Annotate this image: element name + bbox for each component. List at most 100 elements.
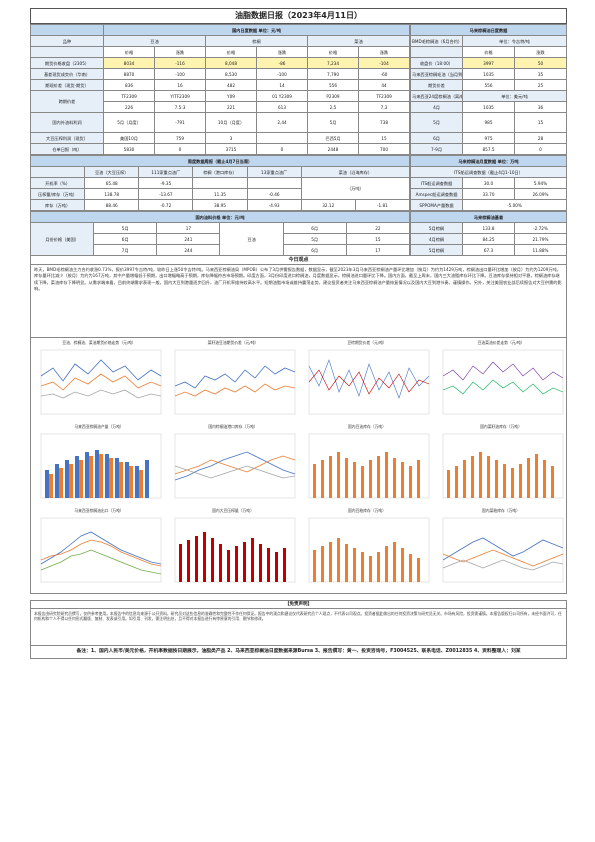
- cell: 5830: [103, 143, 155, 155]
- cell: 5月（月度）: [103, 112, 155, 133]
- report-title: 油脂数据日报（2023年4月11日）: [30, 8, 567, 24]
- weekly-col: 棕榈（港口库存）: [192, 166, 248, 178]
- cell: 8,530: [205, 68, 257, 80]
- chart-title: 菜籽油豆油期货价差（元/吨）: [207, 340, 259, 345]
- cell: 14: [256, 79, 308, 91]
- table-row: Amspec船运调查数据 33.70 26.09%: [410, 188, 567, 200]
- domestic-corner: [30, 24, 104, 36]
- row-label: 压榨量/库存（万吨）: [29, 188, 86, 200]
- cell: 38.95: [192, 199, 248, 211]
- cell: [192, 177, 248, 189]
- col-palm: 棕榈: [205, 35, 308, 47]
- cell: 35: [514, 68, 567, 80]
- palm-basis-header: 马来棕榈油基差: [410, 211, 567, 223]
- cell: 7,234: [307, 57, 359, 69]
- cell: 836: [103, 79, 155, 91]
- table-row: 4月棕榈 84.25 21.79%: [410, 233, 567, 245]
- chart-soy-palm-spread: 豆棕期货价差（元/吨）: [301, 340, 433, 422]
- intl-header: 马来棕榈油日度数据: [410, 24, 567, 36]
- table-row: 基差现货成交价（华南） 8870 -100 8,530 -100 7,790 -…: [30, 68, 410, 80]
- chart-rapemeal-stock: 国内菜粕库存（万吨）: [435, 508, 567, 590]
- cell: 6月: [282, 222, 347, 234]
- cell: 7,790: [307, 68, 359, 80]
- chart-grid: 豆油、棕榈油、菜油期货价格走势（元/吨） 菜籽油豆油期货价差（元/吨） 豆棕期货…: [30, 338, 567, 594]
- chart-svg: [308, 349, 430, 415]
- cell: 226: [103, 101, 155, 113]
- cell: [246, 177, 302, 189]
- cell: 241: [156, 233, 221, 245]
- supply-header: 国内油料价格 单位：元/吨: [30, 211, 410, 223]
- cell: 8870: [103, 68, 155, 80]
- cell: 0: [154, 143, 206, 155]
- cell: P2309: [307, 90, 359, 102]
- chart-title: 国内菜粕库存（万吨）: [482, 508, 520, 513]
- cell: 2448: [307, 143, 359, 155]
- report-page: 油脂数据日报（2023年4月11日） 国内日度数据 单位：元/吨 品种 豆油 棕…: [29, 8, 567, 659]
- row-label: 4月: [410, 101, 463, 113]
- cell: -104: [358, 57, 410, 69]
- cell: 44: [358, 79, 410, 91]
- chart-svg: [308, 517, 430, 583]
- chart-svg: [174, 349, 296, 415]
- cell: 700: [358, 143, 410, 155]
- row-label: 马来西亚24度棕榈油（离岸）: [410, 90, 463, 102]
- cell: 6月: [282, 244, 347, 256]
- table-row: 5月棕榈 133.8 -2.72%: [410, 222, 567, 234]
- cell: -100: [256, 68, 308, 80]
- cell: 3997: [462, 57, 515, 69]
- sub-price: 价格: [103, 46, 155, 58]
- cell: 50: [514, 57, 567, 69]
- footer-note: 备注：1、国内人民币/美元价格，开机率数据按日期展示，油脂类产品 2、马来西亚棕…: [30, 646, 567, 659]
- chart-title: 马来西亚棕榈油产量（万吨）: [74, 424, 124, 429]
- cell: 32.12: [300, 199, 356, 211]
- news-title: 今日观点: [30, 256, 567, 265]
- domestic-header: 国内日度数据 单位：元/吨: [103, 24, 410, 36]
- cell: 67.3: [462, 244, 515, 256]
- cell: -86: [256, 57, 308, 69]
- domestic-table: 国内日度数据 单位：元/吨 品种 豆油 棕榈 菜油 价格 涨跌 价格 涨跌 价格…: [30, 24, 410, 155]
- cell: 3: [205, 132, 257, 144]
- chart-title: 国内豆油库存（万吨）: [348, 424, 386, 429]
- cell: 6月: [93, 233, 158, 245]
- chart-svg: [442, 517, 564, 583]
- row-label: 4月棕榈: [410, 233, 463, 245]
- cell: 84.25: [462, 233, 515, 245]
- row-label: 期现价差（现货-期货）: [30, 79, 104, 91]
- cell: 巴西5月: [307, 132, 359, 144]
- table-row: 国内外油料利润 5月（月度） -791 10月（月度） 2,44 5月 738: [30, 112, 410, 133]
- cell: 7.5:3: [154, 101, 206, 113]
- cell: 556: [462, 79, 515, 91]
- intl-sub1: BMD毛棕榈油（6月合约）: [410, 35, 463, 47]
- cell: TF2309: [103, 90, 155, 102]
- table-row: 6月 975 28: [410, 132, 567, 144]
- cell: -791: [154, 112, 206, 133]
- sub-change: 涨跌: [256, 46, 308, 58]
- weekly-table: 周度数据周报（截止4月7日当周） 豆油（大豆压榨） 111家重点油厂 棕榈（港口…: [29, 155, 411, 211]
- chart-palm-port-stock: 国内棕榈油港口库存（万吨）: [167, 424, 299, 506]
- cell: 单位：美元/吨: [462, 90, 567, 102]
- news-text: 昨天，BMD毛棕榈油主力合约收涨0.73%，报价3997令吉特/吨，较昨日上涨5…: [30, 265, 567, 338]
- cell: 17: [345, 244, 411, 256]
- intl-col-price: 价格: [462, 46, 515, 58]
- weekly-corner: [29, 166, 86, 178]
- row-label: 国内外油料利润: [30, 112, 104, 133]
- chart-malay-export: 马来西亚棕榈油出口（万吨）: [33, 508, 165, 590]
- cell: 1035: [462, 101, 515, 113]
- cell: 244: [156, 244, 221, 256]
- weekly-col: 菜油（沿海库存）: [300, 166, 411, 178]
- row-label: 开机率（%）: [29, 177, 86, 189]
- cell: 221: [205, 101, 257, 113]
- cell: 8034: [103, 57, 155, 69]
- table-row: 大豆压榨利润（现货） 美国10月 759 3 巴西5月 15: [30, 132, 410, 144]
- row-label: 跨期价差: [30, 90, 104, 113]
- chart-soy-rape-spread: 豆油菜油价差走势（元/吨）: [435, 340, 567, 422]
- row-label: 基差现货成交价（华南）: [30, 68, 104, 80]
- cell: 36: [514, 101, 567, 113]
- chart-soy-crush: 国内大豆压榨量（万吨）: [167, 508, 299, 590]
- row-label: SPPOMA产量数据: [410, 199, 463, 211]
- cell: 975: [462, 132, 515, 144]
- chart-title: 国内豆粕库存（万吨）: [348, 508, 386, 513]
- cell: -100: [154, 68, 206, 80]
- table-row: 期货价格收盘（2305） 8034 -116 8,048 -86 7,234 -…: [30, 57, 410, 69]
- cell: -13.67: [138, 188, 194, 200]
